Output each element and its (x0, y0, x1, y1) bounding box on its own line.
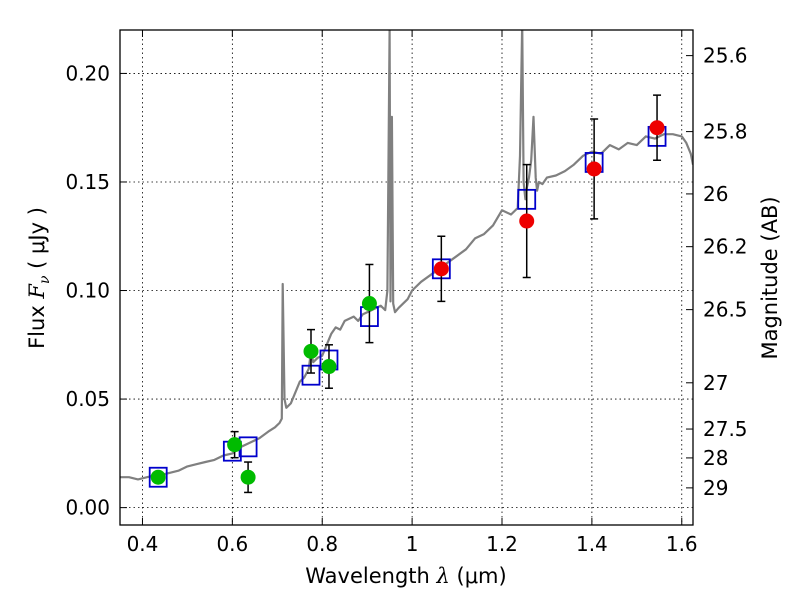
x-tick-label: 1.4 (576, 532, 608, 556)
observed-point-green (303, 343, 319, 359)
x-tick-label: 0.8 (306, 532, 338, 556)
y-tick-label: 0.20 (65, 61, 110, 85)
magnitude-tick-label: 27.5 (703, 417, 748, 441)
magnitude-tick-label: 26.2 (703, 235, 748, 259)
observed-point-red (649, 120, 665, 136)
x-ticks: 0.4 0.6 0.8 1 1.2 1.4 1.6 (127, 30, 698, 556)
x-tick-label: 1 (406, 532, 419, 556)
observed-point-red (433, 261, 449, 277)
observed-point-green (321, 359, 337, 375)
x-axis-label: Wavelength λ (μm) (305, 564, 506, 588)
y-axis-label-symbol: F (25, 283, 49, 300)
y-ticks: 0.00 0.05 0.10 0.15 0.20 (65, 61, 127, 520)
magnitude-tick-label: 27 (703, 371, 728, 395)
y-axis-label-unit: ( μJy ) (25, 207, 49, 275)
observed-point-red (586, 161, 602, 177)
magnitude-tick-label: 25.6 (703, 44, 748, 68)
y-axis-label: Flux Fν ( μJy ) (25, 207, 53, 349)
error-bar-layer (230, 94, 662, 494)
plot-frame (119, 29, 694, 526)
x-tick-label: 1.6 (666, 532, 698, 556)
grid-lines (120, 30, 693, 525)
model-spectrum-line (120, 30, 693, 481)
observed-point-green (150, 469, 166, 485)
model-photometry-point (148, 466, 168, 488)
magnitude-tick-label: 28 (703, 446, 728, 470)
x-tick-label: 0.6 (216, 532, 248, 556)
magnitude-axis-label: Magnitude (AB) (758, 196, 782, 359)
y-tick-label: 0.10 (65, 279, 110, 303)
x-axis-label-symbol: λ (436, 564, 450, 588)
observed-point-green (227, 437, 243, 453)
y-axis-label-subscript: ν (37, 275, 53, 284)
observed-points-layer (150, 120, 665, 485)
x-axis-label-unit: (μm) (450, 564, 507, 588)
y-axis-label-text: Flux (25, 299, 49, 349)
model-photometry-layer (148, 125, 667, 488)
x-axis-label-text: Wavelength (305, 564, 436, 588)
magnitude-tick-label: 29 (703, 476, 728, 500)
x-tick-label: 0.4 (127, 532, 159, 556)
y-tick-label: 0.05 (65, 387, 110, 411)
model-spectrum-layer (120, 30, 693, 481)
magnitude-ticks: 25.6 25.8 26 26.2 26.5 27 27.5 28 29 (686, 44, 748, 500)
y-tick-label: 0.15 (65, 170, 110, 194)
observed-point-red (519, 213, 535, 229)
observed-point-green (361, 296, 377, 312)
observed-point-green (240, 469, 256, 485)
y-tick-label: 0.00 (65, 496, 110, 520)
magnitude-tick-label: 25.8 (703, 120, 748, 144)
x-tick-label: 1.2 (486, 532, 518, 556)
magnitude-tick-label: 26.5 (703, 298, 748, 322)
magnitude-tick-label: 26 (703, 182, 728, 206)
